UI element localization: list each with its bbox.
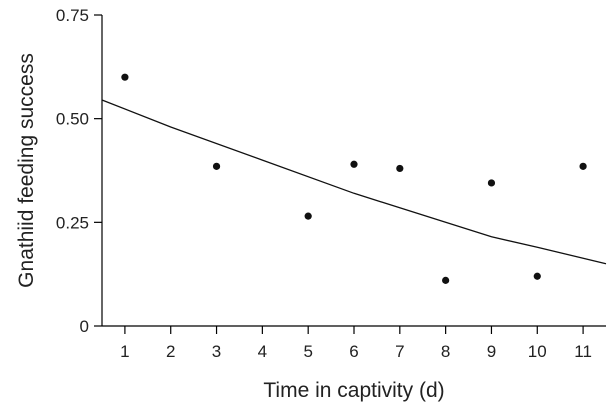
data-point (487, 179, 496, 187)
data-point (533, 272, 541, 280)
x-ticks: 1 2 3 4 5 6 7 8 9 10 11 (120, 326, 592, 361)
points-layer (121, 73, 587, 284)
y-tick-label: 0.75 (56, 6, 89, 25)
data-point (212, 162, 221, 170)
trend-line (101, 99, 607, 265)
x-tick-label: 2 (166, 342, 175, 361)
data-point (121, 73, 129, 81)
y-tick-label: 0.50 (56, 110, 89, 129)
x-tick-label: 5 (303, 342, 312, 361)
x-tick-label: 4 (258, 342, 267, 361)
x-axis-title: Time in captivity (d) (263, 379, 444, 402)
y-axis-title: Gnathiid feeding success (15, 53, 38, 288)
data-point (442, 276, 450, 284)
x-tick-label: 11 (574, 342, 592, 361)
y-ticks: 0 0.25 0.50 0.75 (56, 6, 102, 336)
data-point (396, 164, 404, 173)
axes (101, 15, 606, 327)
data-point (350, 160, 358, 168)
x-tick-label: 10 (528, 342, 547, 361)
y-tick-label: 0.25 (56, 213, 89, 232)
data-point (579, 162, 587, 170)
x-tick-label: 9 (487, 342, 496, 361)
trend-layer (101, 99, 607, 265)
x-tick-label: 3 (212, 342, 221, 361)
y-tick-label: 0 (80, 317, 89, 336)
data-point (304, 212, 312, 220)
x-tick-label: 1 (120, 342, 129, 361)
x-tick-label: 6 (349, 342, 358, 361)
x-tick-label: 7 (395, 342, 404, 361)
x-tick-label: 8 (441, 342, 450, 361)
